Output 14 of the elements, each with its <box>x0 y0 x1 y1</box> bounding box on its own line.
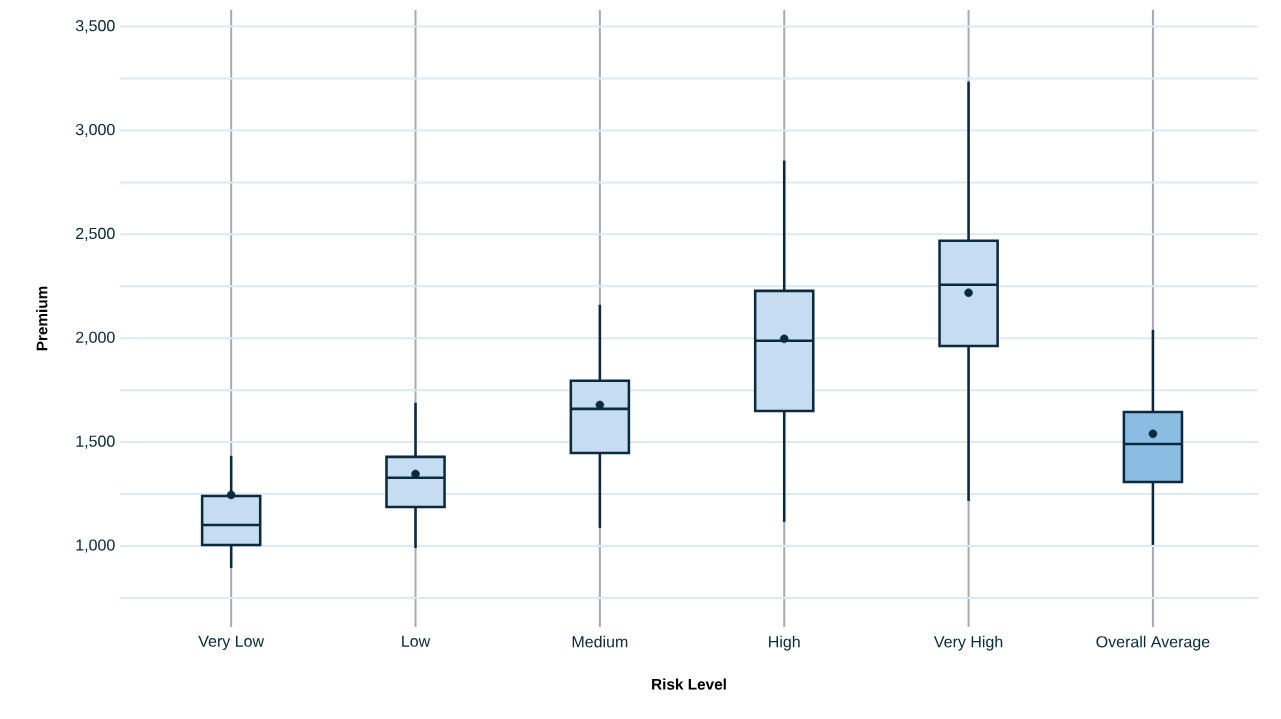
y-axis-title: Premium <box>36 286 48 351</box>
x-tick-label: Overall Average <box>1096 635 1210 651</box>
x-axis-title: Risk Level <box>652 678 726 690</box>
y-tick-label: 3,000 <box>75 123 115 138</box>
y-tick-label: 3,500 <box>75 20 115 34</box>
x-tick-label: High <box>769 635 800 651</box>
y-tick-label: 1,000 <box>76 539 115 553</box>
y-tick-label: 1,500 <box>76 435 115 449</box>
x-tick-label: Very High <box>933 635 1003 651</box>
x-tick-label: Low <box>402 635 431 647</box>
x-tick-label: Very Low <box>198 635 265 651</box>
y-tick-label: 2,000 <box>76 331 115 345</box>
x-tick-label: Medium <box>572 635 628 648</box>
y-tick-label: 2,500 <box>76 227 115 241</box>
